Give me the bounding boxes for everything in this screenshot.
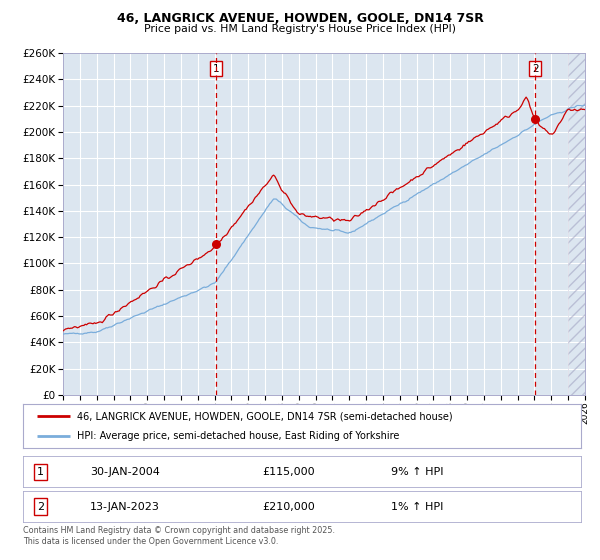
Text: 46, LANGRICK AVENUE, HOWDEN, GOOLE, DN14 7SR: 46, LANGRICK AVENUE, HOWDEN, GOOLE, DN14…: [116, 12, 484, 25]
Text: Contains HM Land Registry data © Crown copyright and database right 2025.
This d: Contains HM Land Registry data © Crown c…: [23, 526, 335, 546]
Text: £210,000: £210,000: [263, 502, 316, 511]
Text: 13-JAN-2023: 13-JAN-2023: [90, 502, 160, 511]
Text: 46, LANGRICK AVENUE, HOWDEN, GOOLE, DN14 7SR (semi-detached house): 46, LANGRICK AVENUE, HOWDEN, GOOLE, DN14…: [77, 411, 452, 421]
Text: Price paid vs. HM Land Registry's House Price Index (HPI): Price paid vs. HM Land Registry's House …: [144, 24, 456, 34]
Text: 2: 2: [532, 64, 538, 73]
Text: 30-JAN-2004: 30-JAN-2004: [90, 467, 160, 477]
Text: 1% ↑ HPI: 1% ↑ HPI: [391, 502, 443, 511]
Text: 9% ↑ HPI: 9% ↑ HPI: [391, 467, 443, 477]
Text: 1: 1: [37, 467, 44, 477]
Text: HPI: Average price, semi-detached house, East Riding of Yorkshire: HPI: Average price, semi-detached house,…: [77, 431, 400, 441]
Text: 2: 2: [37, 502, 44, 511]
Text: 1: 1: [212, 64, 219, 73]
Text: £115,000: £115,000: [263, 467, 316, 477]
